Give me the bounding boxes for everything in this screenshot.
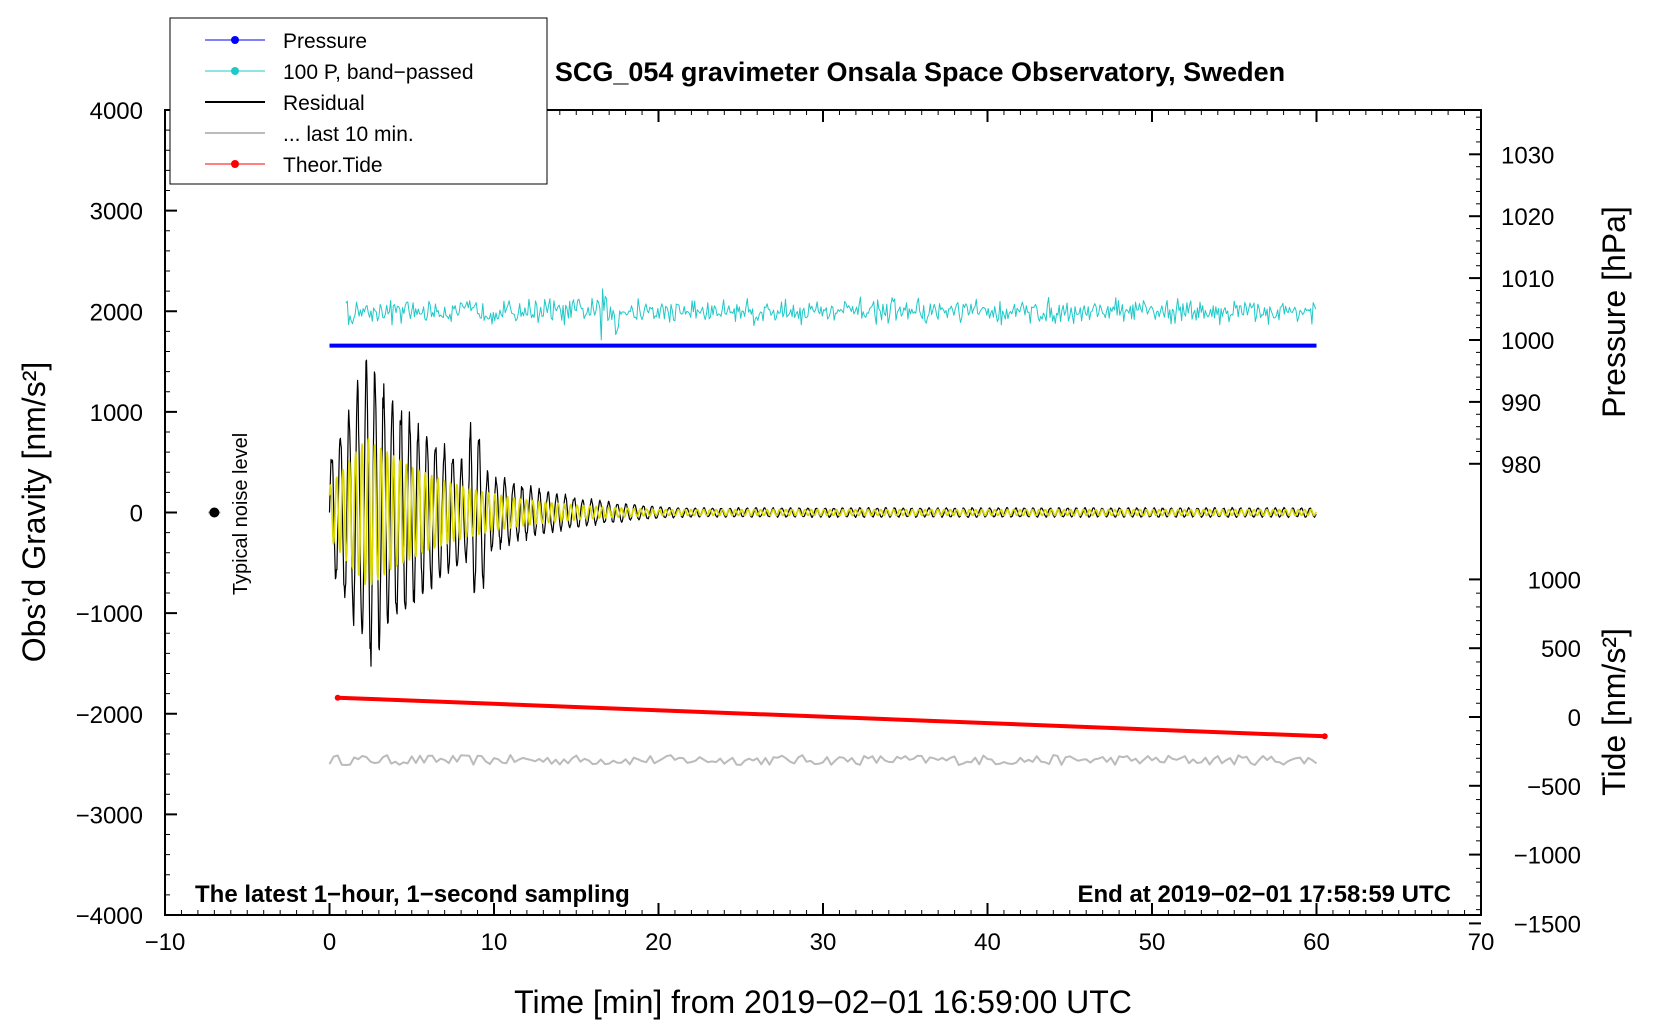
pressure-tick-label: 980 [1501, 452, 1541, 479]
noise-level-label: Typical noise level [230, 433, 252, 595]
tide-tick-label: 500 [1541, 636, 1581, 663]
y-axis-title: Obs’d Gravity [nm/s²] [16, 362, 52, 663]
tide-tick-label: 1000 [1528, 567, 1581, 594]
x-tick-label: 70 [1468, 929, 1495, 956]
legend-marker-tide [231, 160, 239, 168]
x-tick-label: 20 [645, 929, 672, 956]
y-tick-label: 1000 [90, 400, 143, 427]
chart-title: SCG_054 gravimeter Onsala Space Observat… [555, 57, 1285, 87]
tide-end-point [1321, 733, 1328, 740]
legend-label-residual: Residual [283, 92, 365, 115]
y-tick-label: −3000 [76, 802, 143, 829]
y-tick-label: 3000 [90, 199, 143, 226]
plot-frame [164, 109, 1482, 916]
pressure-tick-label: 990 [1501, 390, 1541, 417]
pressure-tick-label: 1010 [1501, 266, 1554, 293]
end-time-annotation: End at 2019−02−01 17:58:59 UTC [1077, 881, 1451, 908]
noise-level-point [209, 507, 220, 518]
filtered-residual-line [328, 438, 1317, 586]
pressure-tick-label: 1030 [1501, 142, 1554, 169]
x-tick-label: 60 [1303, 929, 1330, 956]
pressure-tick-label: 1000 [1501, 328, 1554, 355]
x-tick-label: 50 [1139, 929, 1166, 956]
y-tick-label: −4000 [76, 903, 143, 930]
tide-tick-label: 0 [1568, 705, 1581, 732]
tick-labels: −10 0 10 20 30 40 50 60 70−4000−3000−2000−100001… [76, 98, 1581, 956]
legend-item-last10: ... last 10 min. [205, 123, 414, 146]
y-tick-label: 2000 [90, 299, 143, 326]
legend: Pressure 100 P, band−passed Residual ...… [169, 17, 548, 185]
y-tick-label: 0 [130, 501, 143, 528]
sampling-annotation: The latest 1−hour, 1−second sampling [195, 881, 630, 908]
tide-start-point [334, 694, 341, 701]
legend-label-tide: Theor.Tide [283, 154, 383, 177]
legend-item-bandpassed: 100 P, band−passed [205, 61, 474, 84]
x-axis-title: Time [min] from 2019−02−01 16:59:00 UTC [514, 984, 1132, 1020]
tide-line [337, 695, 1325, 739]
tick-marks [164, 109, 1482, 925]
tide-axis-title: Tide [nm/s²] [1596, 628, 1632, 796]
legend-item-pressure: Pressure [205, 30, 367, 53]
legend-item-tide: Theor.Tide [205, 154, 383, 177]
y-tick-label: −1000 [76, 601, 143, 628]
legend-marker-bandpassed [231, 67, 239, 75]
data-series [328, 288, 1328, 766]
tide-tick-label: −1500 [1514, 911, 1581, 938]
pressure-tick-label: 1020 [1501, 204, 1554, 231]
pressure-axis-title: Pressure [hPa] [1596, 206, 1632, 418]
x-tick-label: 40 [974, 929, 1001, 956]
last-10-min-line [328, 754, 1318, 766]
legend-label-bandpassed: 100 P, band−passed [283, 61, 474, 84]
tide-tick-label: −500 [1527, 774, 1581, 801]
legend-label-pressure: Pressure [283, 30, 367, 53]
x-tick-label: −10 [145, 929, 186, 956]
noise-marker: Typical noise level [208, 433, 252, 595]
legend-marker-pressure [231, 36, 239, 44]
y-tick-label: −2000 [76, 702, 143, 729]
x-tick-label: 0 [323, 929, 336, 956]
y-tick-label: 4000 [90, 98, 143, 125]
x-tick-label: 30 [810, 929, 837, 956]
bandpassed-pressure-line [345, 288, 1317, 341]
tide-tick-label: −1000 [1514, 843, 1581, 870]
legend-item-residual: Residual [205, 92, 365, 115]
legend-label-last10: ... last 10 min. [283, 123, 414, 146]
x-tick-label: 10 [481, 929, 508, 956]
